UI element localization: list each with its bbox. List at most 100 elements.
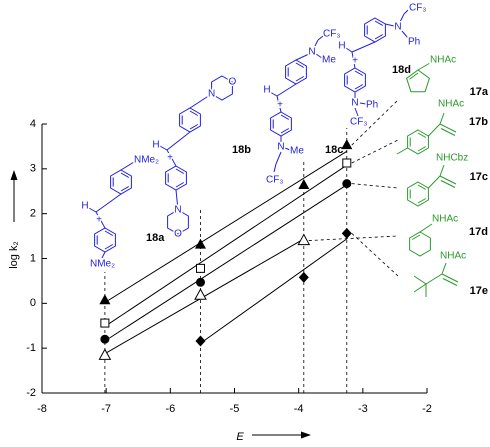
y-tick-label: 3 [30, 163, 36, 175]
bond [104, 244, 114, 250]
structure-text: Me [290, 146, 304, 157]
bond [417, 146, 427, 152]
x-axis-arrowhead [301, 431, 311, 439]
structure-text: N [277, 142, 284, 153]
bond [385, 23, 395, 27]
bond [317, 35, 324, 41]
structure-text: Me [322, 55, 336, 66]
bond [413, 283, 427, 293]
bond [120, 186, 130, 192]
bond [104, 230, 114, 236]
structure-text: H [81, 201, 88, 212]
ring [405, 69, 431, 93]
bond [419, 223, 433, 233]
y-tick-label: 2 [30, 208, 36, 220]
bond [88, 207, 97, 213]
bond [354, 107, 359, 117]
structure-text: CF₃ [350, 117, 367, 128]
bond [439, 112, 445, 125]
structure-text: N [351, 98, 358, 109]
connector [351, 233, 399, 277]
ring [344, 67, 366, 93]
bond [399, 13, 405, 23]
bond [403, 9, 409, 15]
ring [407, 129, 429, 155]
bond [269, 91, 278, 97]
electrophile-label: 18c [325, 144, 343, 156]
marker [194, 288, 207, 300]
marker [298, 271, 309, 283]
bond [374, 34, 384, 40]
y-axis-label: log k₂ [8, 241, 20, 269]
x-tick-label: -4 [294, 403, 304, 415]
bond [284, 147, 291, 151]
bond [411, 234, 421, 240]
ring [165, 165, 187, 191]
bond [374, 20, 384, 26]
y-tick-label: -1 [26, 342, 36, 354]
x-tick-label: -7 [101, 403, 111, 415]
bond [351, 41, 376, 53]
bond [396, 147, 408, 155]
x-axis-label: E [236, 431, 244, 443]
bond [359, 102, 367, 105]
structure-text: CF₃ [266, 175, 283, 186]
fit-line [104, 150, 348, 303]
structure-text: NHAc [430, 55, 456, 66]
connector [351, 183, 399, 189]
bond [401, 30, 409, 39]
bond [275, 151, 282, 165]
connector [351, 139, 399, 164]
legend-label: 17a [470, 86, 489, 98]
bond [95, 193, 122, 213]
bond [166, 149, 177, 167]
marker [341, 139, 353, 150]
electrophile-label: 18d [392, 64, 411, 76]
bond [189, 93, 212, 109]
structure-text: H [263, 85, 270, 96]
x-tick-label: -3 [358, 403, 368, 415]
bond [295, 76, 305, 82]
structure-text: CF₃ [323, 29, 340, 40]
bond [101, 251, 106, 259]
structure-text: Ph [366, 100, 378, 111]
structure-text: NHAc [440, 251, 466, 262]
marker [341, 227, 352, 239]
y-axis-arrowhead [10, 170, 18, 180]
bond [442, 278, 458, 286]
marker [194, 238, 206, 249]
ring [270, 111, 292, 137]
structure-text: N [174, 205, 181, 216]
marker [100, 334, 110, 344]
x-tick-label: -8 [37, 403, 47, 415]
bond [354, 84, 364, 90]
bond [417, 132, 427, 138]
x-tick-label: -2 [422, 403, 432, 415]
structure-text: NHAc [432, 214, 458, 225]
bond [417, 62, 431, 71]
bond [439, 164, 445, 177]
bond [175, 168, 185, 174]
structure-text: Ph [408, 37, 420, 48]
bond [295, 53, 310, 61]
bond [441, 273, 459, 283]
bond [273, 163, 277, 173]
y-tick-label: 1 [30, 252, 36, 264]
marker [298, 178, 310, 189]
structure-text: H [152, 140, 159, 151]
bond [315, 53, 323, 59]
bond [413, 275, 427, 285]
marker [342, 179, 352, 189]
ring [407, 181, 429, 207]
marker [98, 348, 112, 360]
marker [195, 263, 205, 273]
structure-text: H [338, 41, 345, 52]
bond [276, 95, 282, 113]
marker [342, 158, 352, 168]
bond [166, 131, 191, 151]
legend-label: 17d [469, 226, 488, 238]
x-tick-label: -5 [230, 403, 240, 415]
bond [440, 128, 456, 136]
marker [100, 318, 110, 328]
electrophile-label: 18a [146, 232, 165, 244]
